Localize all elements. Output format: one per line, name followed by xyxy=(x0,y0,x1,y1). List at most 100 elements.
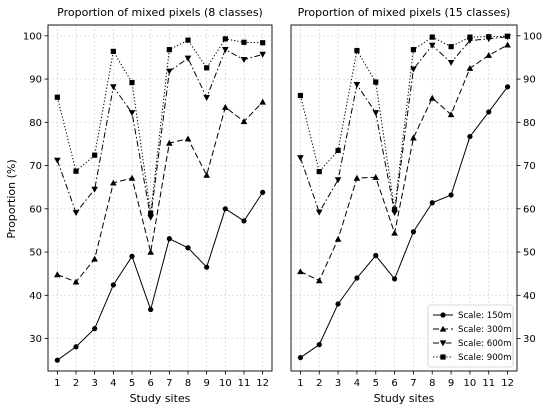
y-tick-label: 30 xyxy=(29,334,42,345)
data-point xyxy=(91,186,98,193)
data-point xyxy=(129,253,135,259)
legend-label: Scale: 150m xyxy=(458,311,512,321)
x-tick-label: 5 xyxy=(373,378,379,389)
data-point xyxy=(316,169,322,175)
data-point xyxy=(297,268,304,275)
series-triangle-down xyxy=(54,47,266,221)
data-point xyxy=(73,344,79,350)
data-point xyxy=(354,47,360,54)
series-square xyxy=(54,36,266,216)
data-point xyxy=(372,110,380,117)
legend-marker xyxy=(439,325,447,332)
x-tick-label: 9 xyxy=(203,378,209,389)
series-line xyxy=(299,36,508,214)
y-tick-label: 90 xyxy=(29,75,42,86)
data-point xyxy=(429,34,435,40)
data-point xyxy=(297,92,304,99)
data-point xyxy=(353,82,361,88)
legend-label: Scale: 900m xyxy=(458,353,512,363)
y-axis-ticks: 30 40 50 60 70 80 90 100 xyxy=(517,31,542,345)
data-point xyxy=(147,214,154,221)
data-point xyxy=(166,236,172,242)
x-tick-label: 8 xyxy=(429,378,435,389)
chart-title-15-classes: Proportion of mixed pixels (15 classes) xyxy=(298,6,511,19)
data-point xyxy=(410,66,417,73)
data-point xyxy=(297,155,304,162)
data-point xyxy=(166,68,173,75)
data-point xyxy=(54,357,60,363)
x-tick-label: 12 xyxy=(501,378,514,389)
series-square xyxy=(297,33,511,213)
x-axis-ticks: 1 2 3 4 5 6 7 8 9 10 11 12 xyxy=(297,371,514,389)
data-point xyxy=(448,44,454,50)
data-point xyxy=(110,48,116,54)
y-tick-label: 60 xyxy=(29,204,42,215)
data-point xyxy=(148,306,154,313)
x-tick-label: 3 xyxy=(91,378,97,389)
chart-title-8-classes: Proportion of mixed pixels (8 classes) xyxy=(57,6,263,19)
data-point xyxy=(204,65,210,71)
data-point xyxy=(447,59,455,66)
y-axis-label: Proportion (%) xyxy=(5,159,18,238)
data-point xyxy=(260,40,266,46)
x-tick-label: 5 xyxy=(129,378,135,389)
series-circle xyxy=(297,84,511,361)
series-line xyxy=(56,48,263,218)
x-axis-label-15-classes: Study sites xyxy=(374,392,435,405)
series-line xyxy=(300,86,508,359)
data-point xyxy=(204,264,210,270)
legend-label: Scale: 300m xyxy=(458,325,512,335)
data-point xyxy=(372,173,380,180)
data-point xyxy=(240,56,248,63)
data-point xyxy=(373,79,379,85)
data-point xyxy=(334,177,342,184)
data-point xyxy=(335,301,341,307)
grid xyxy=(291,25,517,371)
data-point xyxy=(222,47,229,53)
x-tick-label: 4 xyxy=(354,378,360,389)
legend-label: Scale: 600m xyxy=(458,339,512,349)
x-tick-label: 3 xyxy=(335,378,341,389)
data-point xyxy=(92,152,98,158)
x-tick-label: 4 xyxy=(110,378,116,389)
data-point xyxy=(448,192,454,198)
data-point xyxy=(110,282,116,288)
series-line xyxy=(57,192,264,361)
series-triangle-up xyxy=(54,98,266,285)
y-tick-label: 80 xyxy=(523,118,536,129)
y-tick-label: 100 xyxy=(523,31,542,42)
series-line xyxy=(299,35,508,210)
data-point xyxy=(110,179,117,186)
data-point xyxy=(222,103,229,110)
data-point xyxy=(391,276,398,282)
x-tick-label: 6 xyxy=(147,378,153,389)
data-point xyxy=(410,229,417,235)
y-tick-label: 70 xyxy=(523,161,536,172)
data-point xyxy=(373,252,379,259)
data-point xyxy=(91,255,98,262)
data-point xyxy=(428,94,436,101)
data-point xyxy=(485,51,493,58)
data-point xyxy=(185,245,191,251)
data-point xyxy=(467,133,473,140)
data-point xyxy=(410,134,417,141)
legend: Scale: 150m Scale: 300m Scale: 600m Scale: … xyxy=(427,304,514,368)
data-point xyxy=(185,37,191,43)
data-point xyxy=(335,147,341,154)
x-tick-label: 10 xyxy=(219,378,232,389)
data-point xyxy=(240,118,248,125)
data-point xyxy=(54,94,60,100)
legend-marker xyxy=(440,354,446,360)
y-tick-label: 30 xyxy=(523,334,536,345)
data-point xyxy=(447,111,455,118)
x-tick-label: 1 xyxy=(297,378,303,389)
y-axis-ticks: 30 40 50 60 70 80 90 100 xyxy=(23,31,48,345)
y-tick-label: 60 xyxy=(523,204,536,215)
data-point xyxy=(391,207,398,213)
series-line xyxy=(56,38,263,214)
data-point xyxy=(334,235,342,242)
data-point xyxy=(467,34,473,40)
data-point xyxy=(504,41,511,48)
chart-panel-8-classes: Proportion of mixed pixels (8 classes) S… xyxy=(23,6,273,405)
data-point xyxy=(354,275,360,281)
